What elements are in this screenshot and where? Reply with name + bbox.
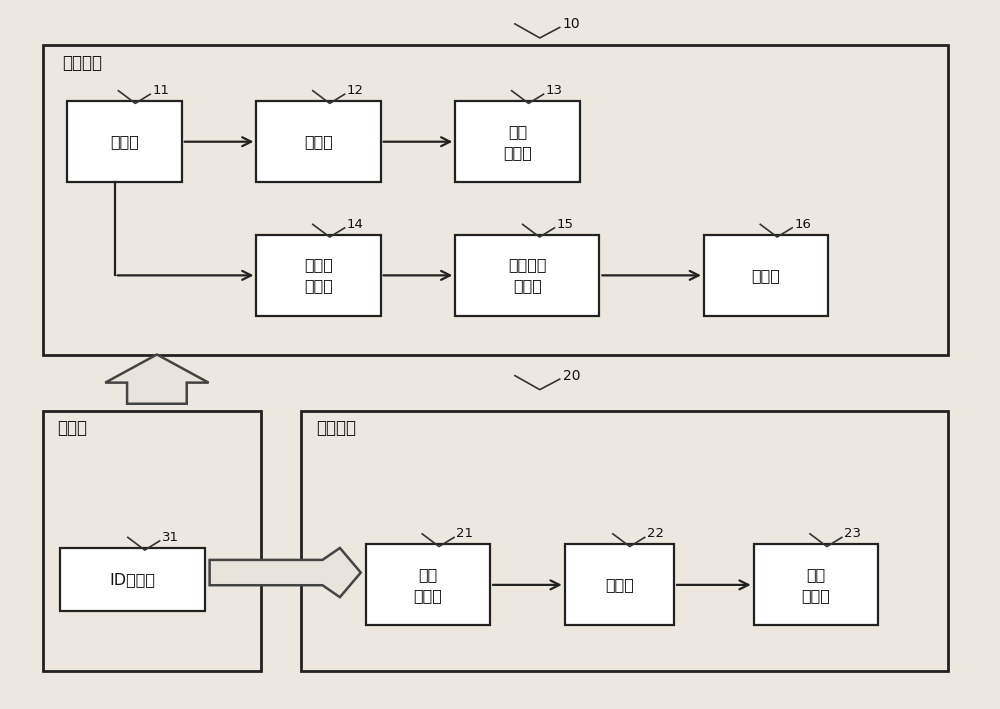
Text: 服务
提供部: 服务 提供部 (801, 567, 830, 603)
Text: 移动体
检测部: 移动体 检测部 (304, 257, 333, 294)
Text: 通信装置
检测部: 通信装置 检测部 (508, 257, 547, 294)
FancyBboxPatch shape (704, 235, 828, 316)
Text: 指示
接受部: 指示 接受部 (413, 567, 442, 603)
Text: 通信装置: 通信装置 (62, 54, 102, 72)
Text: 12: 12 (347, 84, 364, 97)
FancyBboxPatch shape (256, 235, 381, 316)
Text: 31: 31 (162, 531, 179, 544)
Text: 23: 23 (844, 527, 861, 540)
FancyBboxPatch shape (455, 101, 580, 182)
FancyBboxPatch shape (60, 548, 205, 611)
Text: 通信装置: 通信装置 (316, 419, 356, 437)
Text: 比较部: 比较部 (605, 577, 634, 593)
Text: 13: 13 (545, 84, 562, 97)
Text: 移动体: 移动体 (57, 419, 87, 437)
Text: ID发送部: ID发送部 (110, 572, 156, 587)
Text: 21: 21 (456, 527, 473, 540)
FancyBboxPatch shape (754, 545, 878, 625)
Text: 22: 22 (647, 527, 664, 540)
Text: 10: 10 (563, 17, 580, 31)
FancyBboxPatch shape (67, 101, 182, 182)
Text: 11: 11 (152, 84, 169, 97)
FancyBboxPatch shape (256, 101, 381, 182)
Text: 服务
提供部: 服务 提供部 (503, 123, 532, 160)
FancyBboxPatch shape (565, 545, 674, 625)
Text: 14: 14 (347, 218, 363, 231)
Text: 20: 20 (563, 369, 580, 383)
Text: 16: 16 (794, 218, 811, 231)
Text: 15: 15 (556, 218, 573, 231)
Polygon shape (105, 354, 209, 403)
Text: 接收部: 接收部 (110, 134, 139, 149)
Polygon shape (210, 548, 361, 597)
Text: 指示部: 指示部 (752, 268, 780, 283)
FancyBboxPatch shape (455, 235, 599, 316)
Text: 认证部: 认证部 (304, 134, 333, 149)
FancyBboxPatch shape (366, 545, 490, 625)
